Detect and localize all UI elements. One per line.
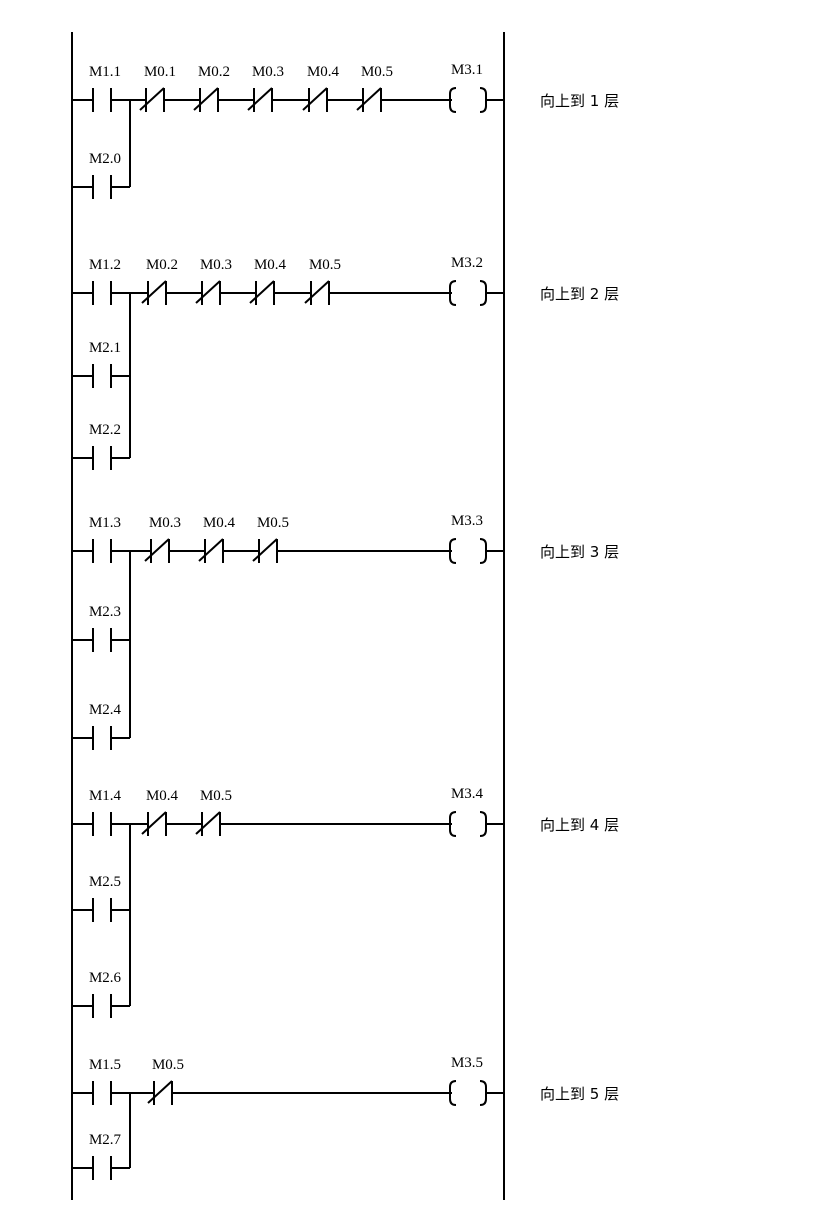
coil-left-paren [449,87,457,113]
normally-open-contact [92,994,112,1018]
contact-label: M1.1 [89,64,121,80]
coil-left-paren [449,280,457,306]
nc-contact-label: M0.4 [146,788,179,804]
contact-label: M1.2 [89,257,121,273]
nc-contact-label: M0.5 [257,515,289,531]
coil-label: M3.4 [451,786,484,802]
rung-comment: 向上到 3 层 [540,543,620,561]
normally-open-contact [92,726,112,750]
rung-5: M1.5 M2.7 M0.5 M3.5 [72,1055,504,1180]
nc-contact-label: M0.4 [254,257,287,273]
coil-label: M3.3 [451,513,483,529]
rung-comment: 向上到 2 层 [540,285,620,303]
coil-label: M3.2 [451,255,483,271]
contact-slash [141,811,167,835]
branch-contact-label: M2.5 [89,874,121,890]
coil-right-paren [479,1080,487,1106]
normally-open-contact [92,1156,112,1180]
rung-comment: 向上到 1 层 [540,92,620,110]
contact-slash [195,280,221,304]
normally-open-contact [92,446,112,470]
coil-right-paren [479,87,487,113]
normally-open-contact [92,88,112,112]
coil-label: M3.1 [451,62,483,78]
rung-2: M1.2 M2.1 M2.2 M0.2 M0.3 M0.4 M0.5 M3.2 [72,255,504,470]
nc-contact-label: M0.2 [198,64,230,80]
normally-open-contact [92,898,112,922]
branch-contact-label: M2.7 [89,1132,122,1148]
normally-open-contact [92,175,112,199]
branch-contact-label: M2.6 [89,970,122,986]
coil-label: M3.5 [451,1055,483,1071]
branch-contact-label: M2.2 [89,422,121,438]
contact-slash [195,811,221,835]
output-coil [449,87,487,113]
contact-slash [147,1080,173,1104]
nc-contact-label: M0.5 [361,64,393,80]
coil-left-paren [449,1080,457,1106]
coil-right-paren [479,280,487,306]
contact-slash [247,87,273,111]
contact-label: M1.4 [89,788,122,804]
nc-contact-label: M0.4 [307,64,340,80]
coil-right-paren [479,811,487,837]
nc-contact-label: M0.5 [309,257,341,273]
rung-4: M1.4 M2.5 M2.6 M0.4 M0.5 M3.4 [72,786,504,1018]
nc-contact-label: M0.5 [200,788,232,804]
branch-contact-label: M2.0 [89,151,121,167]
coil-right-paren [479,538,487,564]
nc-contact-label: M0.3 [200,257,232,273]
branch-contact-label: M2.3 [89,604,121,620]
nc-contact-label: M0.2 [146,257,178,273]
contact-slash [302,87,328,111]
contact-slash [249,280,275,304]
output-coil [449,280,487,306]
nc-contact-label: M0.4 [203,515,236,531]
output-coil [449,811,487,837]
contact-slash [356,87,382,111]
contact-label: M1.3 [89,515,121,531]
coil-left-paren [449,811,457,837]
nc-contact-label: M0.1 [144,64,176,80]
contact-slash [141,280,167,304]
nc-contact-label: M0.3 [252,64,284,80]
nc-contact-label: M0.5 [152,1057,184,1073]
output-coil [449,1080,487,1106]
contact-slash [304,280,330,304]
coil-left-paren [449,538,457,564]
nc-contact-label: M0.3 [149,515,181,531]
output-coil [449,538,487,564]
normally-open-contact [92,281,112,305]
contact-slash [144,538,170,562]
contact-slash [139,87,165,111]
branch-contact-label: M2.1 [89,340,121,356]
rung-1: M1.1 M2.0 M0.1 M0.2 M0.3 M0.4 M0.5 M3.1 [72,62,504,199]
normally-open-contact [92,1081,112,1105]
normally-open-contact [92,539,112,563]
rung-3: M1.3 M2.3 M2.4 M0.3 M0.4 M0.5 M3.3 [72,513,504,750]
contact-slash [198,538,224,562]
normally-open-contact [92,812,112,836]
contact-slash [193,87,219,111]
normally-open-contact [92,364,112,388]
rung-comment: 向上到 4 层 [540,816,620,834]
contact-slash [252,538,278,562]
branch-contact-label: M2.4 [89,702,122,718]
rung-comment: 向上到 5 层 [540,1085,620,1103]
normally-open-contact [92,628,112,652]
contact-label: M1.5 [89,1057,121,1073]
